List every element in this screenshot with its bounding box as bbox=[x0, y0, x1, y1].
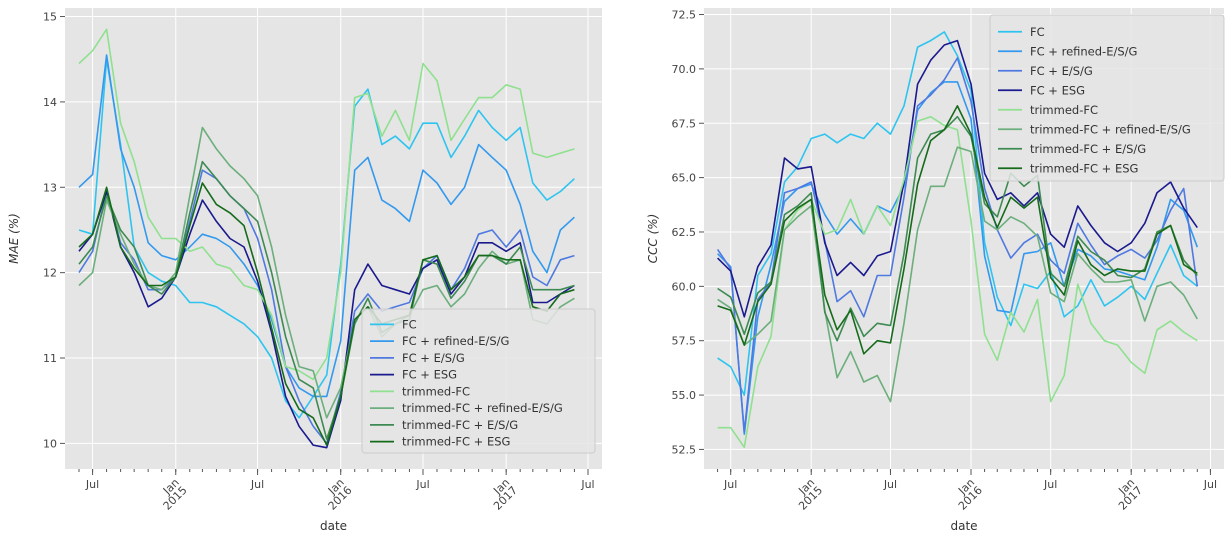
x-tick-label: Jan2015 bbox=[153, 476, 190, 513]
y-axis-label: MAE (%) bbox=[7, 213, 21, 264]
legend-label: trimmed-FC + ESG bbox=[1030, 161, 1138, 175]
legend-label: trimmed-FC + E/S/G bbox=[402, 418, 518, 432]
y-tick-label: 55.0 bbox=[672, 389, 697, 402]
series-line bbox=[717, 146, 1198, 403]
y-axis-label: CCC (%) bbox=[646, 214, 660, 264]
series-line bbox=[717, 115, 1198, 342]
legend-label: trimmed-FC + ESG bbox=[402, 435, 510, 449]
y-tick-label: 52.5 bbox=[672, 443, 697, 456]
series-group bbox=[78, 28, 575, 449]
y-tick-label: 72.5 bbox=[672, 9, 697, 22]
x-tick-label: Jan2015 bbox=[788, 476, 825, 513]
legend-label: trimmed-FC + E/S/G bbox=[1030, 142, 1146, 156]
legend-label: FC + E/S/G bbox=[1030, 64, 1093, 78]
y-tick-label: 65.0 bbox=[672, 172, 697, 185]
x-tick-label: Jan2017 bbox=[483, 476, 520, 513]
y-tick-label: 10 bbox=[43, 437, 57, 450]
legend-label: FC + ESG bbox=[1030, 83, 1085, 97]
x-tick-label: Jul bbox=[415, 478, 429, 491]
chart-2: 52.5 55.0 57.5 60.0 62.5 65.0 67.5 70.0 72.5 Jul J… bbox=[646, 8, 1225, 533]
series-line bbox=[78, 182, 575, 446]
x-tick-label: Jul bbox=[1043, 478, 1057, 491]
x-tick-label: Jan2016 bbox=[948, 476, 985, 513]
y-tick-label: 15 bbox=[43, 11, 57, 24]
y-tick-label: 14 bbox=[43, 96, 57, 109]
x-axis-label: date bbox=[950, 519, 977, 533]
y-tick-label: 70.0 bbox=[672, 63, 697, 76]
legend-label: FC + ESG bbox=[402, 368, 457, 382]
series-line bbox=[716, 57, 1199, 433]
legend-label: FC bbox=[402, 317, 417, 331]
x-tick-label: Jul bbox=[250, 478, 264, 491]
series-line bbox=[717, 115, 1198, 449]
y-tick-label: 62.5 bbox=[672, 226, 697, 239]
legend-label: trimmed-FC bbox=[1030, 103, 1098, 117]
x-tick-label: Jul bbox=[883, 478, 897, 491]
series-line bbox=[78, 58, 575, 419]
y-tick-label: 60.0 bbox=[672, 280, 697, 293]
series-line bbox=[78, 126, 575, 419]
series-line bbox=[717, 105, 1198, 355]
x-tick-label: Jul bbox=[1203, 478, 1217, 491]
series-group bbox=[716, 31, 1199, 449]
y-tick-label: 11 bbox=[43, 352, 57, 365]
x-tick-label: Jul bbox=[85, 478, 99, 491]
y-tick-label: 57.5 bbox=[672, 335, 697, 348]
legend-label: FC + refined-E/S/G bbox=[402, 334, 509, 348]
legend-label: trimmed-FC bbox=[402, 384, 470, 398]
series-line bbox=[717, 39, 1198, 318]
x-tick-label: Jul bbox=[723, 478, 737, 491]
x-axis-label: date bbox=[320, 519, 347, 533]
legend: FC FC + refined-E/S/G FC + E/S/G FC + ESG tr… bbox=[989, 14, 1225, 182]
series-line bbox=[717, 31, 1198, 396]
y-tick-label: 12 bbox=[43, 267, 57, 280]
legend: FC FC + refined-E/S/G FC + E/S/G FC + ESG tr… bbox=[361, 308, 596, 454]
series-line bbox=[78, 54, 575, 398]
legend-box bbox=[989, 14, 1225, 182]
legend-label: FC + refined-E/S/G bbox=[1030, 44, 1137, 58]
legend-box bbox=[361, 308, 596, 454]
chart-1: 10 11 12 13 14 15 Jul Jan2015 Jul Jan2016 Jul Jan20… bbox=[7, 8, 602, 533]
legend-label: FC + E/S/G bbox=[402, 351, 465, 365]
legend-label: trimmed-FC + refined-E/S/G bbox=[402, 401, 563, 415]
series-line bbox=[78, 28, 575, 381]
x-tick-label: Jan2017 bbox=[1108, 476, 1145, 513]
legend-label: trimmed-FC + refined-E/S/G bbox=[1030, 122, 1191, 136]
y-tick-label: 13 bbox=[43, 181, 57, 194]
x-tick-label: Jan2016 bbox=[318, 476, 355, 513]
y-tick-label: 67.5 bbox=[672, 117, 697, 130]
x-tick-label: Jul bbox=[580, 478, 594, 491]
series-line bbox=[78, 190, 575, 449]
legend-label: FC bbox=[1030, 25, 1045, 39]
